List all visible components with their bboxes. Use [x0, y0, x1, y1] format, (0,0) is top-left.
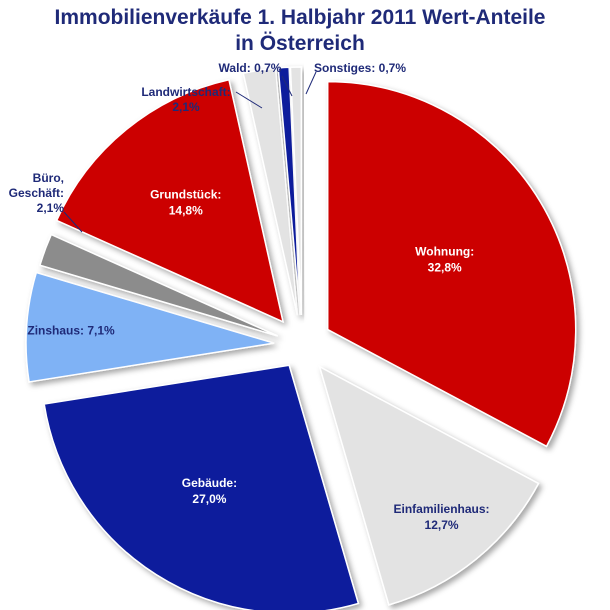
pie-slice-sonstiges: [289, 66, 303, 316]
slice-label-line: Wohnung:: [415, 244, 474, 258]
slice-label-buero: Büro, Geschäft: 2,1%: [9, 171, 65, 215]
slice-label-line: Büro,: [33, 171, 64, 185]
pie-slices: [25, 66, 577, 610]
slice-label-gebaeude: Gebäude: 27,0%: [182, 476, 237, 506]
slice-label-line: Gebäude:: [182, 476, 237, 490]
slice-label-line: Landwirtschaft:: [141, 85, 230, 99]
slice-label-line: Zinshaus: 7,1%: [27, 323, 115, 337]
slice-labels: Wohnung: 32,8% Einfamilienhaus: 12,7% Gebäud…: [9, 61, 490, 532]
pie-slice-wohnung: [326, 80, 577, 448]
slice-label-wald: Wald: 0,7%: [219, 61, 282, 75]
pie-slice-einfamilienhaus: [318, 365, 540, 606]
label-connectors: [63, 71, 317, 233]
pie-slice-buero: [38, 233, 278, 337]
slice-label-line: Wald: 0,7%: [219, 61, 282, 75]
leader-line-buero: [63, 211, 83, 233]
slice-label-line: Geschäft:: [9, 186, 64, 200]
slice-label-line: 14,8%: [169, 204, 203, 218]
slice-label-line: Grundstück:: [150, 188, 221, 202]
chart-title-line-1: Immobilienverkäufe 1. Halbjahr 2011 Wert…: [55, 6, 546, 29]
leader-line-wald: [281, 75, 293, 97]
slice-label-line: 12,7%: [425, 518, 459, 532]
pie-slice-grundstueck: [55, 78, 285, 324]
leader-line-landwirtschaft: [235, 91, 263, 109]
slice-label-zinshaus: Zinshaus: 7,1%: [27, 323, 115, 337]
leader-line-sonstiges: [305, 71, 317, 95]
slice-label-landwirtschaft: Landwirtschaft: 2,1%: [141, 85, 230, 114]
slice-label-einfamilienhaus: Einfamilienhaus: 12,7%: [394, 502, 490, 532]
pie-slice-wald: [277, 66, 301, 316]
slice-label-grundstueck: Grundstück: 14,8%: [150, 188, 221, 218]
slice-label-sonstiges: Sonstiges: 0,7%: [314, 61, 406, 75]
chart-title-line-2: in Österreich: [235, 32, 365, 55]
slice-label-line: Sonstiges: 0,7%: [314, 61, 406, 75]
slice-label-line: 32,8%: [428, 260, 462, 274]
slice-label-line: 2,1%: [172, 100, 200, 114]
slice-label-line: 2,1%: [37, 201, 65, 215]
pie-slice-zinshaus: [25, 271, 275, 383]
slice-label-line: Einfamilienhaus:: [394, 502, 490, 516]
pie-slice-gebaeude: [43, 364, 360, 610]
slice-label-line: 27,0%: [192, 492, 226, 506]
slice-label-wohnung: Wohnung: 32,8%: [415, 244, 474, 274]
pie-slice-landwirtschaft: [242, 67, 299, 316]
